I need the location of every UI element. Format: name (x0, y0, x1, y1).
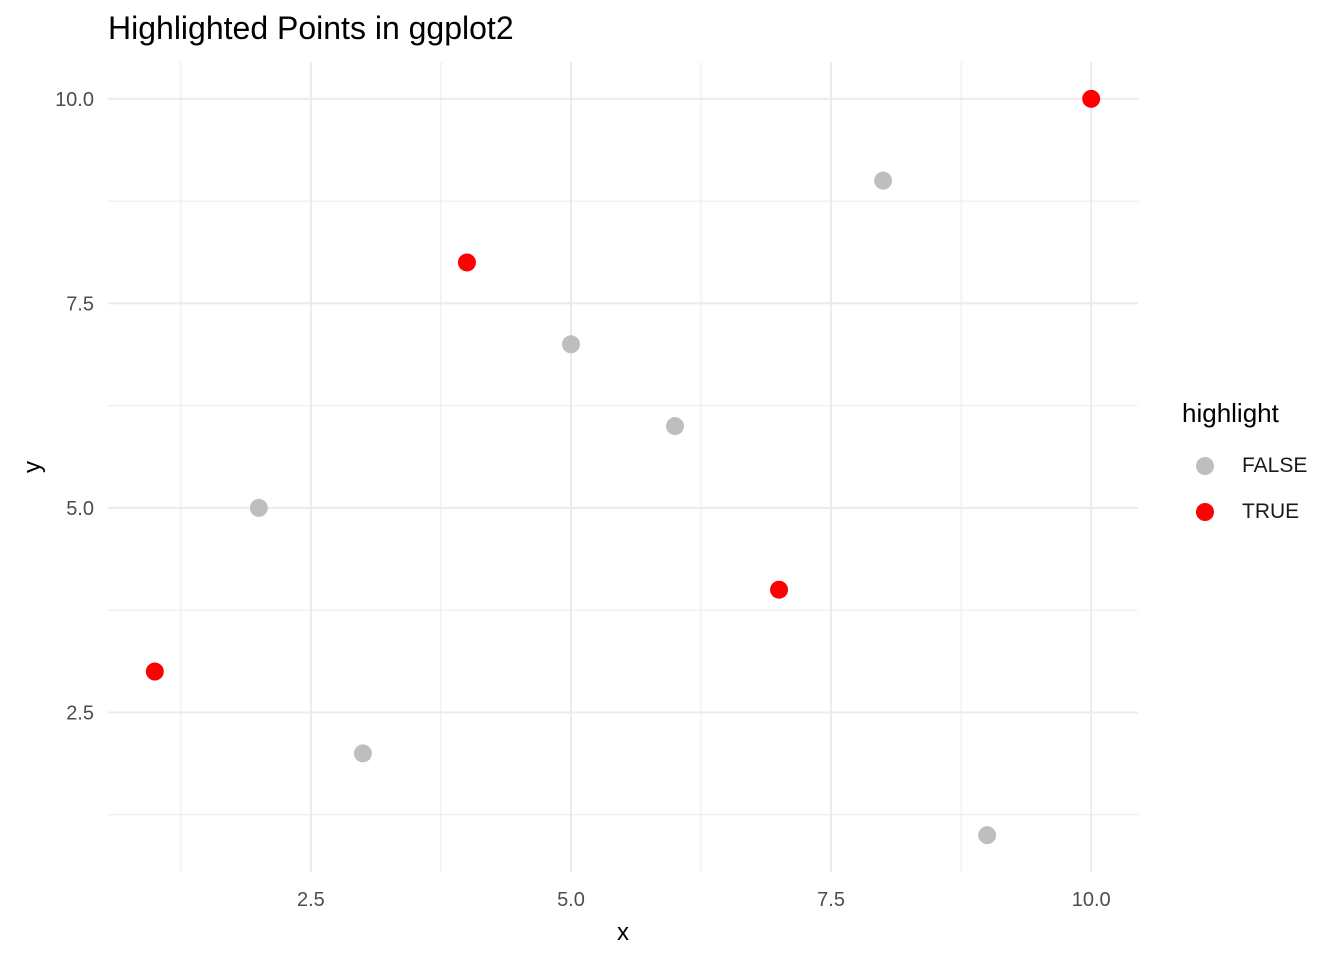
major-gridlines (108, 62, 1138, 872)
data-point-true (457, 253, 476, 272)
legend-label-true: TRUE (1242, 500, 1300, 523)
data-point-false (666, 417, 685, 436)
x-axis-title: x (617, 919, 629, 946)
x-tick-label: 2.5 (297, 889, 325, 911)
data-point-false (249, 498, 268, 517)
y-axis-title: y (19, 461, 46, 473)
minor-gridlines (108, 62, 1138, 872)
legend-label-false: FALSE (1242, 454, 1308, 477)
legend-item-false: FALSE (1182, 443, 1307, 489)
data-point-true (770, 580, 789, 599)
x-tick-label: 7.5 (817, 889, 845, 911)
data-point-false (353, 744, 372, 763)
y-tick-label: 5.0 (66, 498, 94, 520)
x-axis-tick-labels: 2.5 5.0 7.5 10.0 (297, 889, 1111, 911)
data-point-false (561, 335, 580, 354)
data-points (145, 89, 1101, 845)
x-tick-label: 10.0 (1072, 889, 1111, 911)
legend-title: highlight (1182, 398, 1279, 428)
data-point-false (978, 826, 997, 845)
y-axis-tick-labels: 2.5 5.0 7.5 10.0 (55, 89, 94, 725)
legend-key-true (1196, 503, 1214, 521)
y-tick-label: 7.5 (66, 293, 94, 315)
y-tick-label: 2.5 (66, 702, 94, 724)
legend-item-true: TRUE (1182, 489, 1307, 535)
chart-title: Highlighted Points in ggplot2 (108, 10, 514, 46)
x-tick-label: 5.0 (557, 889, 585, 911)
data-point-false (874, 171, 893, 190)
y-tick-label: 10.0 (55, 89, 94, 111)
legend: highlight FALSE TRUE (1182, 398, 1307, 535)
data-point-true (1082, 89, 1101, 108)
legend-key-false (1196, 457, 1214, 475)
data-point-true (145, 662, 164, 681)
